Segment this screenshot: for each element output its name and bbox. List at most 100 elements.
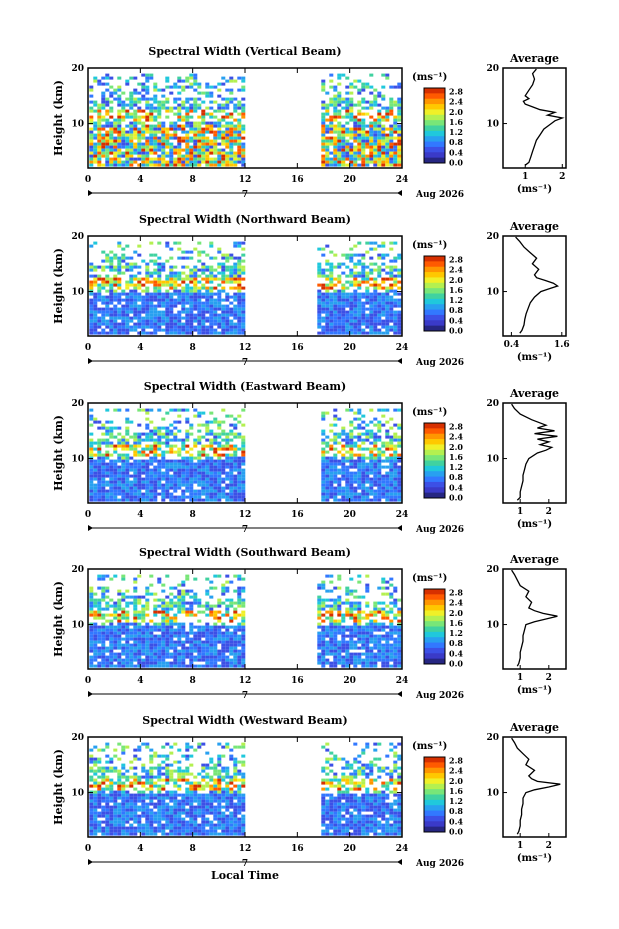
heatmap-cell	[217, 474, 222, 478]
heatmap-cell	[189, 328, 194, 332]
heatmap-cell	[149, 480, 154, 484]
heatmap-cell	[157, 136, 162, 140]
heatmap-cell	[221, 151, 226, 155]
heatmap-cell	[329, 163, 334, 167]
heatmap-cell	[225, 492, 230, 496]
heatmap-cell	[389, 127, 394, 131]
heatmap-cell	[117, 163, 122, 167]
heatmap-cell	[225, 307, 230, 311]
heatmap-cell	[357, 417, 362, 421]
heatmap-cell	[201, 471, 206, 475]
heatmap-cell	[185, 417, 190, 421]
heatmap-cell	[217, 423, 222, 427]
heatmap-cell	[201, 316, 206, 320]
heatmap-cell	[241, 163, 246, 167]
heatmap-cell	[161, 486, 166, 490]
heatmap-cell	[169, 598, 174, 602]
heatmap-cell	[381, 142, 386, 146]
heatmap-cell	[333, 417, 338, 421]
heatmap-cell	[137, 655, 142, 659]
heatmap-cell	[113, 646, 118, 650]
heatmap-cell	[109, 109, 114, 113]
heatmap-cell	[113, 124, 118, 128]
heatmap-cell	[337, 133, 342, 137]
heatmap-cell	[125, 301, 130, 305]
heatmap-cell	[233, 468, 238, 472]
heatmap-cell	[373, 100, 378, 104]
heatmap-cell	[373, 262, 378, 266]
heatmap-cell	[173, 471, 178, 475]
heatmap-cell	[369, 429, 374, 433]
heatmap-cell	[381, 474, 386, 478]
heatmap-cell	[105, 154, 110, 158]
heatmap-cell	[125, 477, 130, 481]
heatmap-cell	[329, 265, 334, 269]
heatmap-cell	[117, 640, 122, 644]
heatmap-cell	[389, 286, 394, 290]
heatmap-cell	[165, 459, 170, 463]
heatmap-cell	[177, 495, 182, 499]
heatmap-cell	[189, 163, 194, 167]
heatmap-cell	[377, 112, 382, 116]
heatmap-cell	[173, 325, 178, 329]
heatmap-cell	[357, 408, 362, 412]
heatmap-cell	[365, 142, 370, 146]
heatmap-cell	[389, 447, 394, 451]
heatmap-cell	[241, 489, 246, 493]
heatmap-cell	[173, 661, 178, 665]
heatmap-cell	[109, 94, 114, 98]
heatmap-cell	[97, 79, 102, 83]
heatmap-cell	[97, 574, 102, 578]
heatmap-cell	[201, 462, 206, 466]
heatmap-cell	[185, 313, 190, 317]
heatmap-cell	[321, 640, 326, 644]
heatmap-cell	[129, 133, 134, 137]
heatmap-cell	[181, 271, 186, 275]
heatmap-cell	[125, 292, 130, 296]
heatmap-cell	[105, 109, 110, 113]
heatmap-cell	[193, 298, 198, 302]
heatmap-cell	[393, 477, 398, 481]
heatmap-cell	[369, 498, 374, 502]
heatmap-cell	[125, 613, 130, 617]
heatmap-cell	[165, 142, 170, 146]
heatmap-cell	[113, 486, 118, 490]
heatmap-cell	[377, 486, 382, 490]
heatmap-cell	[101, 259, 106, 263]
heatmap-cell	[93, 148, 98, 152]
heatmap-cell	[337, 82, 342, 86]
heatmap-cell	[105, 289, 110, 293]
heatmap-cell	[137, 91, 142, 95]
heatmap-cell	[113, 136, 118, 140]
heatmap-cell	[321, 142, 326, 146]
heatmap-cell	[157, 301, 162, 305]
heatmap-cell	[321, 586, 326, 590]
heatmap-cell	[237, 328, 242, 332]
heatmap-cell	[101, 634, 106, 638]
heatmap-cell	[381, 483, 386, 487]
heatmap-cell	[341, 151, 346, 155]
heatmap-cell	[181, 471, 186, 475]
heatmap-cell	[197, 634, 202, 638]
heatmap-cell	[381, 325, 386, 329]
heatmap-cell	[133, 91, 138, 95]
heatmap-cell	[169, 136, 174, 140]
heatmap-cell	[213, 498, 218, 502]
heatmap-cell	[233, 277, 238, 281]
heatmap-cell	[189, 447, 194, 451]
heatmap-cell	[233, 613, 238, 617]
heatmap-cell	[193, 462, 198, 466]
heatmap-cell	[317, 655, 322, 659]
heatmap-cell	[321, 115, 326, 119]
heatmap-cell	[349, 489, 354, 493]
day-span-arrow	[397, 190, 402, 196]
heatmap-cell	[193, 592, 198, 596]
heatmap-cell	[125, 429, 130, 433]
heatmap-cell	[189, 498, 194, 502]
heatmap-cell	[173, 468, 178, 472]
heatmap-cell	[213, 610, 218, 614]
heatmap-cell	[169, 498, 174, 502]
heatmap-cell	[221, 118, 226, 122]
heatmap-cell	[333, 634, 338, 638]
heatmap-cell	[381, 477, 386, 481]
